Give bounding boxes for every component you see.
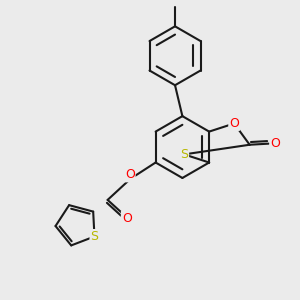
- Text: S: S: [180, 148, 188, 161]
- Text: O: O: [125, 168, 135, 182]
- Text: O: O: [229, 117, 239, 130]
- Text: O: O: [270, 137, 280, 150]
- Text: S: S: [91, 230, 98, 243]
- Text: O: O: [122, 212, 132, 225]
